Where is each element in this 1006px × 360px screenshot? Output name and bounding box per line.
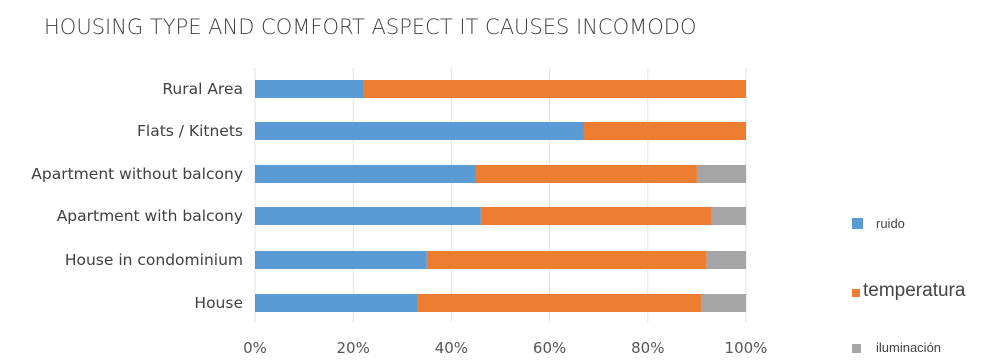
x-tick-label: 60% (533, 339, 566, 357)
legend-swatch (852, 344, 861, 353)
bar-segment (475, 165, 697, 183)
category-label: House in condominium (65, 251, 243, 269)
bar-segment (417, 294, 702, 312)
x-tick-label: 20% (337, 339, 370, 357)
bar-segment (711, 207, 746, 225)
x-tick-label: 0% (243, 339, 267, 357)
category-label: Flats / Kitnets (137, 122, 243, 140)
bar-segment (583, 122, 746, 140)
legend: ruido temperatura iluminación (852, 216, 966, 355)
legend-label: iluminación (876, 340, 941, 355)
category-labels: Rural Area Flats / Kitnets Apartment witho… (31, 80, 243, 312)
bar-segment (706, 251, 746, 269)
category-label: Apartment with balcony (57, 207, 243, 225)
legend-label: ruido (876, 216, 905, 231)
bar-segment (426, 251, 707, 269)
bar-segment (255, 294, 418, 312)
category-label: Apartment without balcony (31, 165, 243, 183)
x-tick-label: 80% (631, 339, 664, 357)
x-axis-tick-labels: 0% 20% 40% 60% 80% 100% (243, 339, 767, 357)
bars (255, 80, 746, 312)
bar-segment (255, 251, 427, 269)
bar-segment (255, 122, 584, 140)
bar-segment (701, 294, 746, 312)
legend-label: temperatura (863, 280, 966, 301)
chart-title: HOUSING TYPE AND COMFORT ASPECT IT CAUSE… (44, 15, 696, 39)
bar-segment (255, 165, 476, 183)
category-label: House (194, 294, 243, 312)
bar-segment (255, 207, 481, 225)
bar-segment (480, 207, 712, 225)
legend-swatch (852, 289, 860, 297)
category-label: Rural Area (162, 80, 243, 98)
x-tick-label: 100% (725, 339, 768, 357)
bar-segment (255, 80, 364, 98)
grid-lines (254, 68, 747, 322)
bar-segment (696, 165, 746, 183)
bar-segment (363, 80, 746, 98)
x-tick-label: 40% (435, 339, 468, 357)
legend-swatch (852, 218, 863, 229)
